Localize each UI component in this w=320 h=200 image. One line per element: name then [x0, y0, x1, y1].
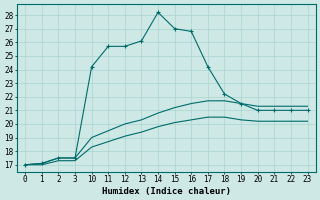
X-axis label: Humidex (Indice chaleur): Humidex (Indice chaleur)	[102, 187, 231, 196]
